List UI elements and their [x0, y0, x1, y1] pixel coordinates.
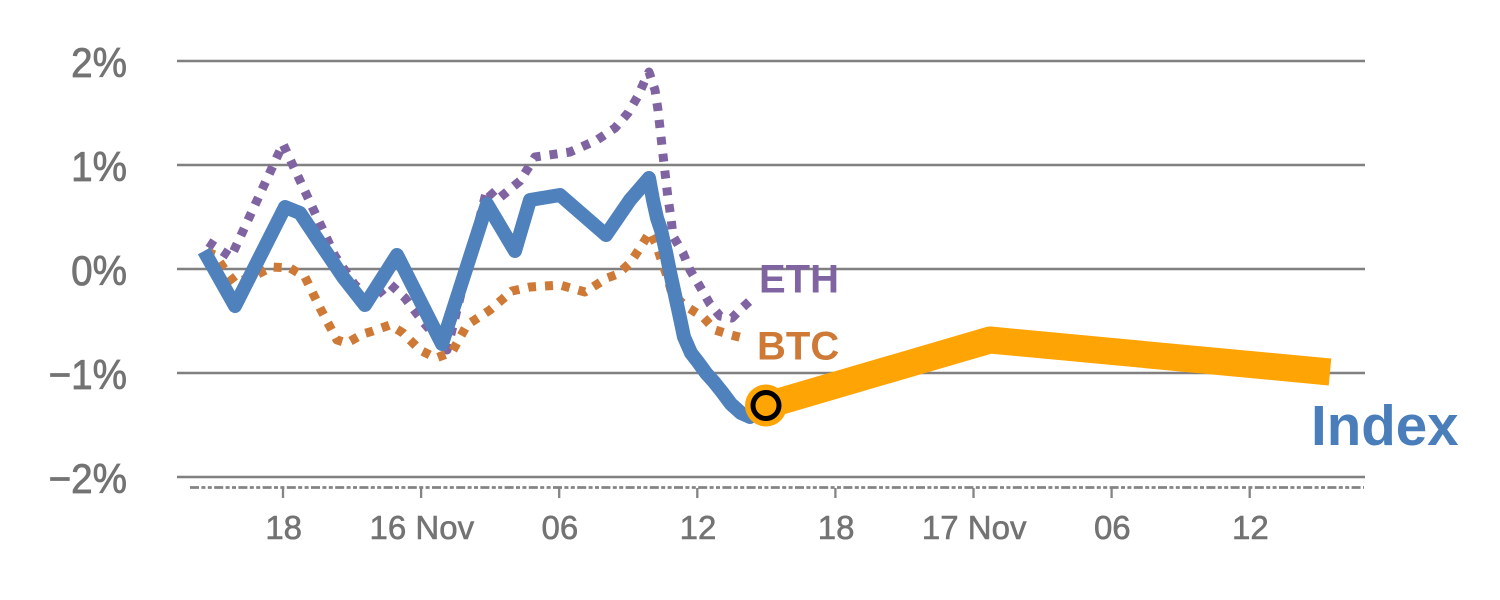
svg-text:0%: 0%	[71, 246, 127, 294]
svg-text:Index: Index	[1311, 394, 1459, 457]
svg-text:12: 12	[1232, 509, 1269, 546]
svg-text:18: 18	[818, 509, 855, 546]
svg-text:16 Nov: 16 Nov	[370, 509, 475, 546]
svg-text:12: 12	[680, 509, 717, 546]
svg-text:2%: 2%	[71, 38, 127, 86]
svg-text:ETH: ETH	[759, 258, 839, 302]
svg-text:17 Nov: 17 Nov	[922, 509, 1027, 546]
svg-text:1%: 1%	[71, 142, 127, 190]
svg-text:−2%: −2%	[49, 454, 127, 502]
svg-text:BTC: BTC	[757, 325, 839, 369]
svg-text:06: 06	[542, 509, 579, 546]
svg-text:−1%: −1%	[49, 350, 127, 398]
svg-text:06: 06	[1094, 509, 1131, 546]
svg-text:18: 18	[265, 509, 302, 546]
